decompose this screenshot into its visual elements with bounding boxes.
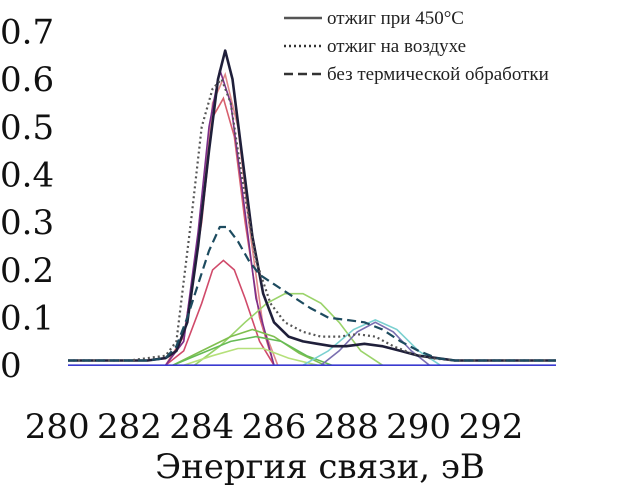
x-tick-label: 282 <box>97 407 162 447</box>
y-tick-labels: 0 0.1 0.2 0.3 0.4 0.5 0.6 0.7 <box>0 13 54 387</box>
y-tick-label: 0.7 <box>0 13 54 53</box>
legend-label-1: отжиг при 450°C <box>327 8 464 29</box>
fit-component-9 <box>320 321 430 366</box>
series-line-3 <box>68 225 556 362</box>
fit-component-5 <box>194 292 383 366</box>
x-tick-label: 290 <box>386 407 451 447</box>
x-axis-label: Энергия связи, эВ <box>155 447 485 487</box>
fit-component-1 <box>164 96 275 366</box>
y-tick-label: 0.1 <box>0 299 54 339</box>
y-tick-label: 0 <box>0 346 22 386</box>
y-tick-label: 0.5 <box>0 108 54 148</box>
y-tick-label: 0.6 <box>0 60 54 100</box>
legend-label-2: отжиг на воздухе <box>327 36 466 57</box>
data-series <box>68 49 556 362</box>
x-tick-labels: 280 282 284 286 288 290 292 <box>25 407 524 447</box>
legend: отжиг при 450°C отжиг на воздухе без терми… <box>284 8 549 85</box>
fit-component-7 <box>172 335 333 366</box>
x-tick-label: 292 <box>458 407 523 447</box>
fit-component-3 <box>165 259 275 366</box>
series-line-2 <box>68 78 556 362</box>
x-tick-label: 288 <box>314 407 379 447</box>
x-tick-label: 286 <box>242 407 307 447</box>
y-tick-label: 0.4 <box>0 156 54 196</box>
fit-components <box>68 69 556 366</box>
legend-label-3: без термической обработки <box>327 64 549 85</box>
fit-component-6 <box>172 328 326 366</box>
fit-component-4 <box>164 69 275 366</box>
y-tick-label: 0.2 <box>0 251 54 291</box>
fit-component-8 <box>183 347 318 366</box>
series-line-1 <box>68 49 556 362</box>
y-tick-label: 0.3 <box>0 203 54 243</box>
x-tick-label: 280 <box>25 407 90 447</box>
x-tick-label: 284 <box>169 407 234 447</box>
